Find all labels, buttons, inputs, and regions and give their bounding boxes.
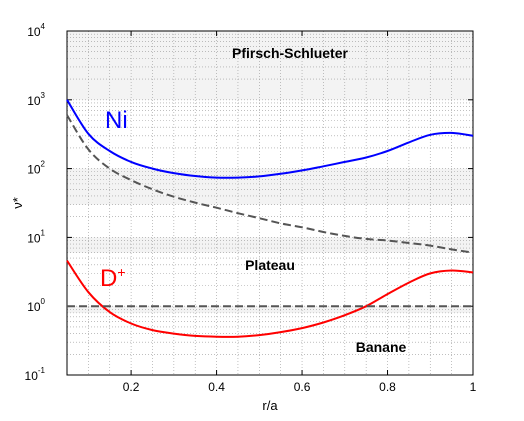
x-tick-label: 0.2 (123, 380, 140, 394)
y-tick-exponent: 2 (41, 160, 46, 169)
y-tick-label: 100 (27, 297, 45, 314)
x-tick-label: 1 (470, 380, 477, 394)
plot-frame (66, 30, 474, 376)
y-tick-exponent: -1 (38, 366, 46, 375)
region-label-pfirsch-schlueter: Pfirsch-Schlueter (232, 45, 348, 61)
x-tick-label: 0.6 (294, 380, 311, 394)
x-tick-label: 0.4 (208, 380, 225, 394)
x-tick-label: 0.8 (379, 380, 396, 394)
y-axis-label: ν* (10, 197, 25, 209)
y-tick-exponent: 3 (41, 91, 46, 100)
y-tick-label: 103 (27, 91, 45, 108)
y-tick-exponent: 0 (41, 297, 46, 306)
series-label-d-plus: D+ (100, 264, 126, 292)
x-axis-label: r/a (262, 398, 278, 413)
y-tick-exponent: 4 (41, 22, 46, 31)
shade-band (67, 306, 473, 313)
regime-shading (67, 31, 473, 313)
y-tick-label: 10-1 (25, 366, 46, 383)
y-tick-label: 104 (27, 22, 45, 39)
series-lines (66, 99, 474, 338)
y-tick-label: 102 (27, 160, 45, 177)
y-tick-exponent: 1 (41, 228, 46, 237)
series-line-d- (66, 260, 474, 338)
region-label-banane: Banane (356, 339, 407, 355)
shade-band (67, 168, 473, 205)
y-tick-label: 101 (27, 228, 45, 245)
series-label-d-sup: + (117, 264, 125, 280)
shade-band (67, 31, 473, 100)
shade-band (67, 237, 473, 253)
series-line-ni (66, 99, 474, 179)
series-line-dashed-1 (66, 114, 474, 254)
x-axis-ticks: 0.2 0.4 0.6 0.8 1 (123, 31, 477, 394)
region-label-plateau: Plateau (245, 257, 295, 273)
series-label-d-base: D (100, 265, 117, 292)
series-label-ni: Ni (105, 107, 128, 134)
